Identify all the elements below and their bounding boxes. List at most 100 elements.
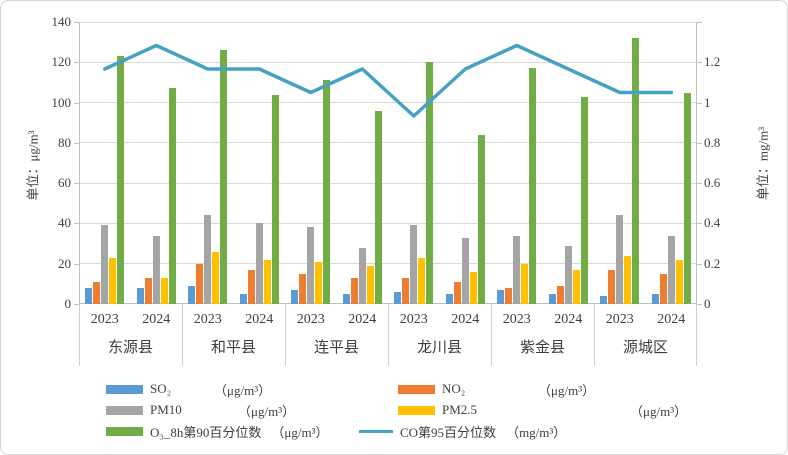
bar-PM10-源城区 2023: [616, 215, 624, 304]
county-label: 源城区: [622, 340, 668, 356]
bar-PM2.5-龙川县 2024: [469, 271, 477, 304]
bottom-axis-line: [79, 303, 697, 304]
legend-swatch-bar: [398, 384, 435, 394]
bar-PM2.5-源城区 2023: [624, 255, 632, 304]
legend-series-name: PM2.5: [442, 402, 478, 417]
right-axis-tick-label: 0.4: [704, 215, 721, 231]
legend-item-NO₂: NO₂ （μg/m³）: [398, 380, 595, 398]
county-label: 和平县: [210, 340, 256, 356]
left-axis-tick-label: 100: [51, 94, 72, 110]
bar-O₃_8h第90百分位数-源城区 2024: [683, 92, 691, 304]
bar-O₃_8h第90百分位数-和平县 2023: [220, 50, 228, 304]
gridline: [79, 61, 697, 63]
left-axis-tick-label: 40: [58, 215, 71, 231]
left-axis-line: [79, 22, 80, 304]
left-axis-tick-label: 120: [51, 54, 72, 70]
bar-NO₂-东源县 2023: [93, 281, 101, 304]
legend-series-unit: （μg/m³）: [538, 382, 596, 398]
legend-item-O₃_8h第90百分位数: O₃_8h第90百分位数 （μg/m³）: [106, 422, 329, 440]
bar-PM10-连平县 2023: [307, 227, 315, 304]
right-axis-tick-label: 0.2: [704, 255, 721, 271]
bar-PM10-连平县 2024: [358, 247, 366, 304]
left-axis-tickmark: [74, 183, 79, 185]
year-label: 2024: [142, 312, 171, 327]
year-label: 2024: [348, 312, 377, 327]
legend-series-name: NO₂: [442, 381, 466, 396]
left-axis-tick-label: 60: [58, 175, 71, 191]
bar-SO₂-连平县 2023: [291, 289, 299, 304]
bar-O₃_8h第90百分位数-源城区 2023: [632, 38, 640, 304]
right-axis-tickmark: [697, 62, 702, 64]
bar-PM2.5-龙川县 2023: [418, 257, 426, 304]
year-label: 2023: [502, 312, 531, 327]
year-label: 2024: [245, 312, 274, 327]
right-axis-title: 单位：mg/m³: [755, 126, 771, 201]
bar-PM2.5-紫金县 2023: [521, 263, 529, 304]
bar-O₃_8h第90百分位数-和平县 2024: [271, 94, 279, 304]
left-axis-tick-label: 20: [58, 255, 71, 271]
county-separator: [696, 304, 697, 366]
bar-PM10-东源县 2023: [101, 225, 109, 304]
legend-series-unit: （mg/m³）: [506, 424, 567, 440]
bar-SO₂-龙川县 2024: [445, 293, 453, 304]
bar-SO₂-和平县 2024: [239, 293, 247, 304]
year-label: 2023: [90, 312, 119, 327]
county-separator: [491, 304, 492, 366]
county-label: 东源县: [107, 340, 153, 356]
left-axis-tickmark: [74, 263, 79, 265]
right-axis-tick-label: 1: [704, 94, 711, 110]
bar-NO₂-和平县 2023: [196, 263, 204, 304]
bar-PM2.5-东源县 2023: [109, 257, 117, 304]
bar-O₃_8h第90百分位数-东源县 2024: [168, 88, 176, 304]
county-separator: [388, 304, 389, 366]
left-axis-tickmark: [74, 223, 79, 225]
right-axis-tick-label: 0: [704, 296, 711, 311]
gridline: [79, 263, 697, 265]
left-axis-title: 单位：μg/m³: [25, 130, 41, 201]
year-label: 2023: [399, 312, 428, 327]
bar-SO₂-连平县 2024: [342, 293, 350, 304]
county-label: 连平县: [313, 340, 359, 356]
year-label: 2023: [605, 312, 634, 327]
right-axis-tick-label: 0.8: [704, 134, 721, 150]
right-axis-tick-label: 1.2: [704, 54, 721, 70]
right-axis-tickmark: [697, 142, 702, 144]
legend-item-SO₂: SO₂ （μg/m³）: [106, 380, 271, 398]
bar-PM10-龙川县 2023: [410, 225, 418, 304]
bar-PM2.5-东源县 2024: [160, 277, 168, 304]
legend-series-unit: （μg/m³）: [271, 424, 329, 440]
right-axis-tickmark: [697, 183, 702, 185]
bar-NO₂-东源县 2024: [144, 277, 152, 304]
bar-PM10-和平县 2024: [255, 223, 263, 304]
legend-series-name: SO₂: [150, 381, 172, 396]
legend-item-PM2.5: PM2.5 （μg/m³）: [398, 401, 687, 419]
bar-NO₂-连平县 2023: [299, 273, 307, 304]
bar-SO₂-龙川县 2023: [394, 291, 402, 304]
bar-PM10-和平县 2023: [204, 215, 212, 304]
bar-PM2.5-和平县 2023: [212, 251, 220, 304]
bar-SO₂-紫金县 2024: [548, 293, 556, 304]
bar-O₃_8h第90百分位数-东源县 2023: [117, 56, 125, 304]
gridline: [79, 222, 697, 224]
bar-NO₂-龙川县 2024: [453, 281, 461, 304]
left-axis-tickmark: [74, 142, 79, 144]
plot-area: [79, 21, 697, 304]
gridline: [79, 182, 697, 184]
bar-PM10-源城区 2024: [667, 235, 675, 304]
bar-O₃_8h第90百分位数-紫金县 2023: [529, 68, 537, 304]
bar-PM2.5-连平县 2024: [366, 265, 374, 304]
right-axis-tickmark: [697, 22, 702, 23]
gridline: [79, 102, 697, 104]
bar-SO₂-源城区 2023: [600, 295, 608, 304]
year-label: 2024: [657, 312, 686, 327]
bar-NO₂-紫金县 2024: [556, 285, 564, 304]
legend-item-PM10: PM10 （μg/m³）: [106, 401, 295, 419]
bar-NO₂-源城区 2023: [608, 269, 616, 304]
left-axis-tickmark: [74, 22, 79, 23]
legend-swatch-bar: [106, 384, 143, 394]
county-label: 龙川县: [416, 340, 462, 356]
left-axis-tick-label: 80: [58, 134, 71, 150]
right-axis-tickmark: [697, 223, 702, 225]
gridline: [79, 142, 697, 144]
